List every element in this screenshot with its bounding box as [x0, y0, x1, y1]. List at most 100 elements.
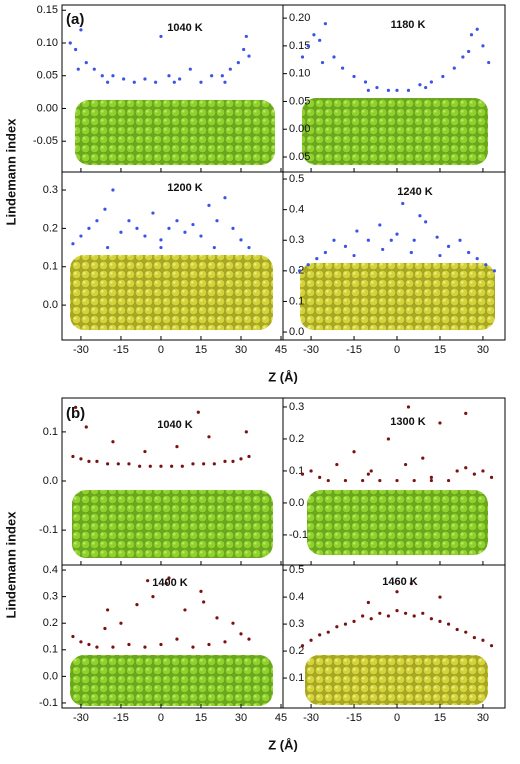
data-point	[188, 67, 192, 71]
x-tick-label: 0	[158, 344, 164, 356]
atom-slab	[300, 263, 495, 330]
data-point	[467, 250, 471, 255]
data-point	[438, 619, 442, 623]
data-point	[409, 250, 413, 255]
data-point	[481, 469, 485, 473]
atom-slab	[302, 98, 488, 165]
data-point	[239, 457, 243, 461]
data-point	[223, 640, 227, 644]
y-tick-label: 0.5	[289, 173, 304, 185]
data-point	[395, 88, 399, 92]
x-axis-label: Z (Å)	[268, 369, 298, 384]
data-point	[429, 80, 433, 84]
x-tick-label: -30	[303, 344, 319, 356]
data-point	[143, 77, 147, 81]
data-point	[369, 617, 373, 621]
data-point	[247, 637, 251, 641]
data-point	[111, 645, 115, 649]
data-point	[429, 475, 433, 479]
data-point	[178, 77, 182, 81]
data-point	[159, 464, 163, 468]
data-point	[386, 437, 391, 441]
x-tick-label: 0	[158, 712, 164, 724]
data-point	[223, 80, 227, 84]
data-point	[404, 611, 408, 615]
data-point	[106, 245, 110, 250]
data-point	[378, 611, 382, 615]
data-point	[409, 582, 413, 586]
panel-title: 1200 K	[167, 182, 203, 194]
data-point	[74, 405, 78, 409]
data-point	[386, 614, 391, 618]
x-tick-label: 45	[275, 712, 287, 724]
data-point	[143, 449, 147, 454]
data-point	[247, 245, 251, 250]
atom-slab	[307, 490, 488, 555]
data-point	[375, 85, 379, 90]
data-point	[207, 435, 211, 439]
atom-slab-tint	[300, 263, 495, 330]
data-point	[132, 80, 136, 84]
data-point	[167, 226, 171, 230]
data-point	[335, 462, 339, 467]
panel-frame	[282, 171, 506, 341]
data-point	[326, 630, 330, 634]
data-point	[352, 74, 356, 79]
y-tick-label: 0.1	[43, 261, 58, 273]
data-point	[438, 253, 442, 258]
data-point	[475, 27, 479, 31]
data-point	[151, 211, 155, 215]
data-point	[421, 456, 425, 460]
data-point	[127, 219, 131, 223]
data-point	[438, 421, 442, 425]
data-point	[406, 405, 411, 409]
data-point	[395, 478, 399, 483]
atom-slab-tint	[70, 255, 273, 330]
data-point	[199, 234, 203, 238]
y-tick-label: 0.1	[289, 672, 304, 684]
data-point	[335, 625, 339, 629]
data-point	[247, 454, 251, 459]
data-point	[424, 85, 428, 90]
data-point	[154, 80, 158, 84]
data-point	[401, 201, 405, 206]
data-point	[395, 590, 399, 594]
y-tick-label: 0.2	[289, 433, 304, 445]
data-point	[244, 34, 248, 39]
data-point	[223, 196, 227, 200]
data-point	[191, 645, 195, 649]
y-tick-label: 0.4	[289, 591, 304, 603]
x-tick-label: -15	[113, 712, 129, 724]
data-point	[183, 608, 187, 612]
data-point	[119, 621, 123, 625]
panel-title: 1040 K	[157, 419, 193, 431]
data-point	[127, 462, 131, 466]
data-point	[386, 88, 391, 92]
data-point	[244, 430, 248, 434]
y-tick-label: 0.2	[43, 617, 58, 629]
data-point	[467, 49, 471, 54]
data-point	[406, 88, 411, 92]
data-point	[148, 464, 152, 468]
data-point	[343, 478, 348, 483]
x-tick-label: -15	[346, 344, 362, 356]
data-point	[429, 617, 433, 621]
data-point	[306, 263, 310, 267]
x-tick-label: 15	[434, 344, 446, 356]
panel-title: 1040 K	[167, 22, 203, 34]
data-point	[492, 269, 497, 273]
x-tick-label: -15	[346, 712, 362, 724]
data-point	[231, 459, 235, 463]
data-point	[300, 472, 305, 476]
x-tick-label: 30	[477, 344, 489, 356]
y-tick-label: 0.1	[289, 465, 304, 477]
data-point	[484, 263, 488, 267]
data-point	[87, 459, 91, 463]
data-point	[146, 579, 150, 583]
data-point	[239, 238, 243, 242]
data-point	[323, 250, 327, 255]
y-tick-label: 0.15	[289, 40, 310, 52]
data-point	[202, 600, 206, 604]
data-point	[236, 61, 240, 65]
